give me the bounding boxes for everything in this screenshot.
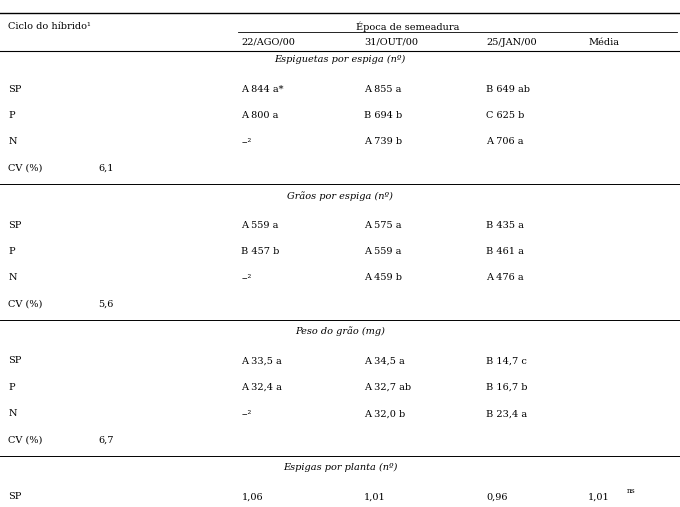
Text: 6,7: 6,7	[99, 436, 114, 445]
Text: SP: SP	[8, 356, 22, 366]
Text: Grãos por espiga (nº): Grãos por espiga (nº)	[287, 191, 393, 201]
Text: A 575 a: A 575 a	[364, 221, 401, 230]
Text: SP: SP	[8, 85, 22, 94]
Text: 31/OUT/00: 31/OUT/00	[364, 38, 418, 47]
Text: Época de semeadura: Época de semeadura	[356, 22, 460, 32]
Text: Peso do grão (mg): Peso do grão (mg)	[295, 327, 385, 337]
Text: A 476 a: A 476 a	[486, 273, 524, 282]
Text: A 34,5 a: A 34,5 a	[364, 356, 405, 366]
Text: SP: SP	[8, 492, 22, 501]
Text: 6,1: 6,1	[99, 164, 114, 173]
Text: CV (%): CV (%)	[8, 164, 43, 173]
Text: B 16,7 b: B 16,7 b	[486, 383, 528, 392]
Text: B 649 ab: B 649 ab	[486, 85, 530, 94]
Text: A 855 a: A 855 a	[364, 85, 401, 94]
Text: ns: ns	[627, 487, 636, 495]
Text: 1,01: 1,01	[588, 492, 610, 501]
Text: 1,01: 1,01	[364, 492, 386, 501]
Text: --²: --²	[241, 137, 252, 147]
Text: B 23,4 a: B 23,4 a	[486, 409, 527, 418]
Text: A 32,0 b: A 32,0 b	[364, 409, 405, 418]
Text: A 559 a: A 559 a	[241, 221, 279, 230]
Text: B 457 b: B 457 b	[241, 247, 279, 256]
Text: A 800 a: A 800 a	[241, 111, 279, 120]
Text: A 459 b: A 459 b	[364, 273, 402, 282]
Text: A 706 a: A 706 a	[486, 137, 524, 147]
Text: P: P	[8, 383, 15, 392]
Text: B 14,7 c: B 14,7 c	[486, 356, 527, 366]
Text: B 461 a: B 461 a	[486, 247, 524, 256]
Text: 25/JAN/00: 25/JAN/00	[486, 38, 537, 47]
Text: 0,96: 0,96	[486, 492, 508, 501]
Text: Espiguetas por espiga (nº): Espiguetas por espiga (nº)	[274, 55, 406, 64]
Text: C 625 b: C 625 b	[486, 111, 524, 120]
Text: N: N	[8, 409, 16, 418]
Text: A 844 a*: A 844 a*	[241, 85, 284, 94]
Text: SP: SP	[8, 221, 22, 230]
Text: P: P	[8, 247, 15, 256]
Text: N: N	[8, 273, 16, 282]
Text: N: N	[8, 137, 16, 147]
Text: 5,6: 5,6	[99, 300, 114, 309]
Text: --²: --²	[241, 409, 252, 418]
Text: A 32,4 a: A 32,4 a	[241, 383, 282, 392]
Text: Ciclo do híbrido¹: Ciclo do híbrido¹	[8, 22, 91, 31]
Text: B 694 b: B 694 b	[364, 111, 402, 120]
Text: A 739 b: A 739 b	[364, 137, 402, 147]
Text: 1,06: 1,06	[241, 492, 263, 501]
Text: B 435 a: B 435 a	[486, 221, 524, 230]
Text: CV (%): CV (%)	[8, 436, 43, 445]
Text: P: P	[8, 111, 15, 120]
Text: A 559 a: A 559 a	[364, 247, 401, 256]
Text: 22/AGO/00: 22/AGO/00	[241, 38, 295, 47]
Text: A 32,7 ab: A 32,7 ab	[364, 383, 411, 392]
Text: A 33,5 a: A 33,5 a	[241, 356, 282, 366]
Text: --²: --²	[241, 273, 252, 282]
Text: CV (%): CV (%)	[8, 300, 43, 309]
Text: Espigas por planta (nº): Espigas por planta (nº)	[283, 463, 397, 472]
Text: Média: Média	[588, 38, 619, 47]
